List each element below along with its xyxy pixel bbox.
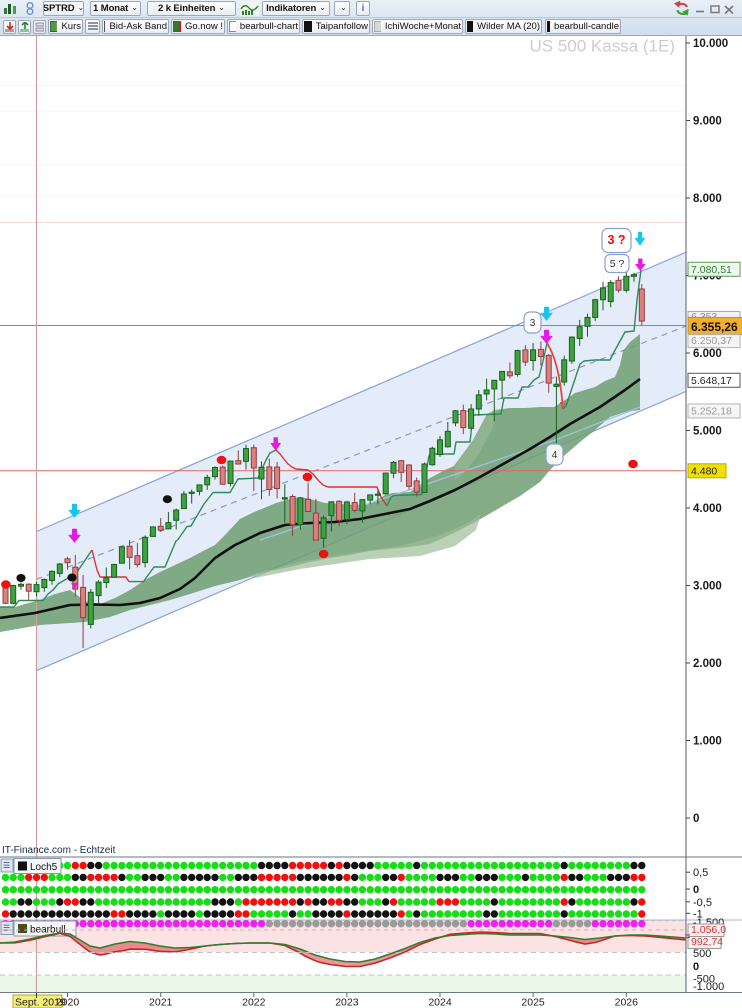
svg-text:2025: 2025 [521, 997, 545, 1008]
svg-text:☰: ☰ [3, 861, 10, 870]
svg-text:-1: -1 [693, 908, 703, 920]
svg-text:1.056,0: 1.056,0 [691, 924, 726, 936]
svg-text:6.250,37: 6.250,37 [691, 335, 732, 347]
svg-text:☰: ☰ [3, 924, 10, 933]
svg-text:2026: 2026 [615, 997, 639, 1008]
svg-text:3 ?: 3 ? [607, 233, 625, 247]
svg-text:Loch5: Loch5 [30, 862, 58, 873]
svg-text:4: 4 [552, 450, 558, 461]
svg-text:0: 0 [693, 813, 699, 825]
svg-text:6.000: 6.000 [693, 348, 722, 360]
svg-text:0: 0 [693, 884, 699, 896]
svg-text:-1.000: -1.000 [693, 981, 724, 993]
svg-text:7.080,51: 7.080,51 [691, 264, 732, 276]
svg-text:bearbull: bearbull [30, 925, 66, 936]
svg-text:10.000: 10.000 [693, 38, 728, 50]
svg-text:2.000: 2.000 [693, 658, 722, 670]
svg-text:US 500 Kassa (1E): US 500 Kassa (1E) [529, 37, 675, 56]
svg-text:3: 3 [530, 318, 536, 329]
svg-text:5.252,18: 5.252,18 [691, 405, 732, 417]
svg-text:Sept. 2019: Sept. 2019 [15, 997, 66, 1008]
svg-text:5.648,17: 5.648,17 [691, 375, 732, 387]
svg-text:0,5: 0,5 [693, 867, 708, 879]
svg-text:8.000: 8.000 [693, 193, 722, 205]
svg-text:4.000: 4.000 [693, 503, 722, 515]
svg-text:992,74: 992,74 [691, 936, 723, 948]
svg-text:IT-Finance.com - Echtzeit: IT-Finance.com - Echtzeit [2, 845, 116, 856]
svg-text:5 ?: 5 ? [610, 258, 625, 270]
svg-text:2024: 2024 [428, 997, 452, 1008]
svg-text:2020: 2020 [56, 997, 80, 1008]
svg-text:-500: -500 [693, 973, 715, 985]
svg-text:2023: 2023 [335, 997, 359, 1008]
svg-text:6.355,26: 6.355,26 [691, 320, 738, 334]
svg-text:2022: 2022 [242, 997, 266, 1008]
svg-text:0: 0 [693, 961, 699, 973]
svg-text:2021: 2021 [149, 997, 173, 1008]
svg-text:4.480: 4.480 [691, 465, 717, 477]
svg-text:5.000: 5.000 [693, 426, 722, 438]
svg-text:500: 500 [693, 948, 711, 960]
svg-text:-0,5: -0,5 [693, 897, 712, 909]
svg-text:3.000: 3.000 [693, 581, 722, 593]
svg-text:9.000: 9.000 [693, 116, 722, 128]
svg-text:1.000: 1.000 [693, 736, 722, 748]
